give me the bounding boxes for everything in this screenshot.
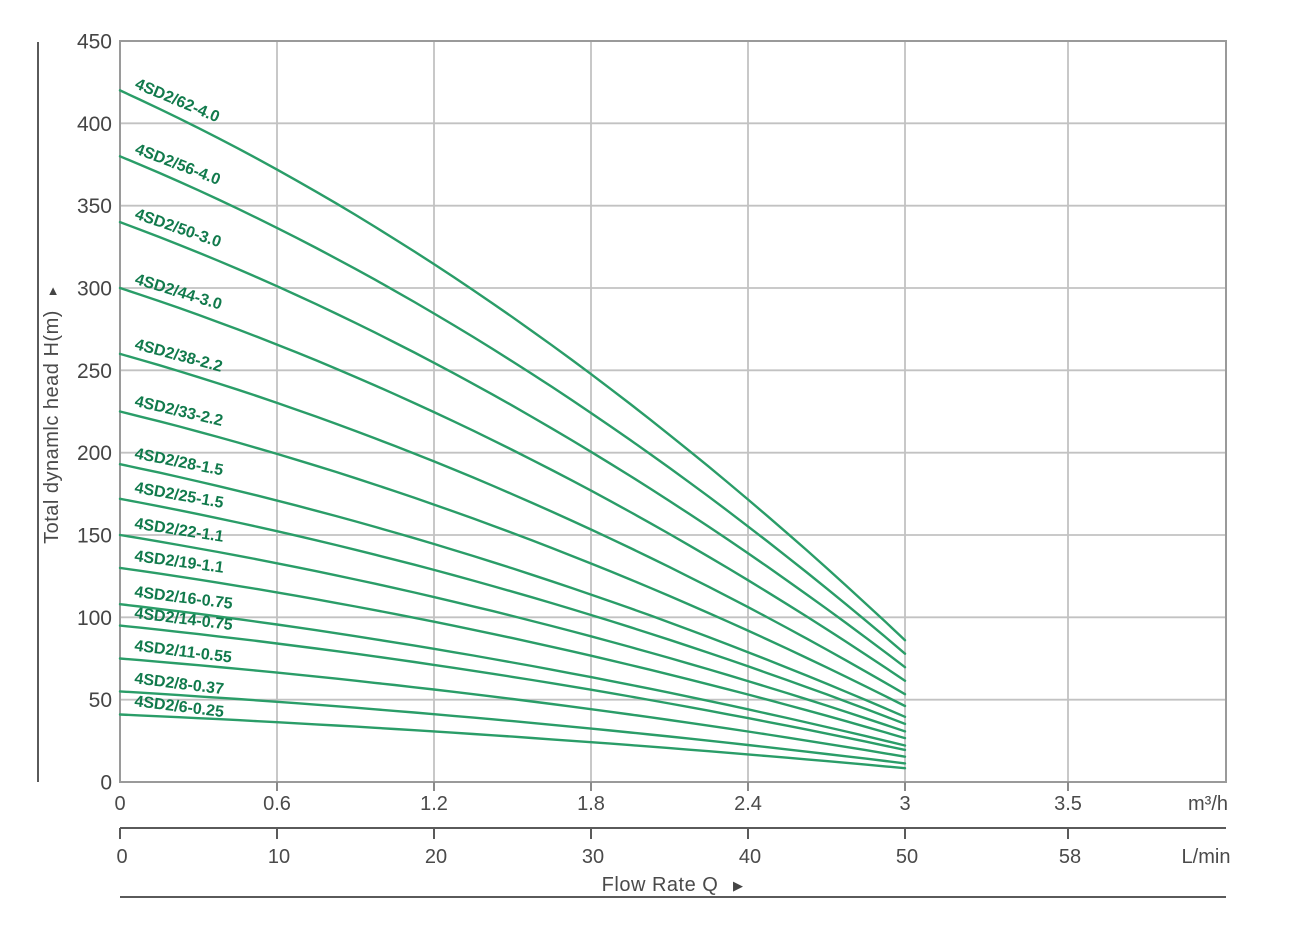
m3h-tick-label: 1.2 [420, 793, 448, 815]
pump-curve [118, 463, 907, 718]
m3h-unit-label: m³/h [1188, 793, 1228, 815]
flow-direction-arrow-icon: ▶ [733, 878, 743, 893]
x-axis-lmin-ticks: 0 10 20 30 40 50 58 [116, 828, 1081, 868]
grid-layer [120, 41, 1226, 782]
pump-curve [118, 624, 907, 752]
curve-label: 4SD2/22-1.1 [133, 515, 224, 545]
y-tick-label: 250 [77, 360, 112, 383]
x-axis-m3h-ticks: 0 0.6 1.2 1.8 2.4 3 3.5 [114, 782, 1082, 815]
m3h-tick-label: 0.6 [263, 793, 291, 815]
m3h-tick-label: 3 [899, 793, 910, 815]
x-axis-title: Flow Rate Q [602, 874, 719, 896]
y-tick-label: 50 [89, 689, 112, 712]
m3h-tick-label: 2.4 [734, 793, 762, 815]
curves-layer [118, 89, 907, 770]
y-tick-label: 100 [77, 607, 112, 630]
pump-curve [118, 220, 907, 669]
pump-curve [118, 410, 907, 708]
y-axis-tick-labels: 450 400 350 300 250 200 150 100 50 0 [77, 31, 112, 795]
y-tick-label: 450 [77, 31, 112, 54]
lmin-tick-label: 58 [1059, 846, 1081, 868]
lmin-tick-label: 0 [116, 846, 127, 868]
lmin-tick-label: 50 [896, 846, 918, 868]
lmin-tick-label: 40 [739, 846, 761, 868]
pump-curve [118, 713, 907, 770]
pump-curve [118, 352, 907, 696]
pump-curve [118, 89, 907, 642]
m3h-tick-label: 0 [114, 793, 125, 815]
pump-curve [118, 533, 907, 733]
y-axis-title: Total dynamlc head H(m) [41, 310, 63, 544]
plot-border [119, 40, 1227, 783]
curve-labels-layer: 4SD2/62-4.04SD2/56-4.04SD2/50-3.04SD2/44… [132, 76, 233, 721]
pump-curve [118, 603, 907, 747]
lmin-unit-label: L/min [1182, 846, 1231, 868]
y-tick-label: 200 [77, 442, 112, 465]
m3h-tick-label: 1.8 [577, 793, 605, 815]
y-tick-label: 400 [77, 113, 112, 136]
lmin-tick-label: 20 [425, 846, 447, 868]
pump-curve [118, 286, 907, 682]
pump-curve [118, 690, 907, 765]
y-tick-label: 0 [100, 772, 112, 795]
lmin-tick-label: 10 [268, 846, 290, 868]
pump-curve [118, 657, 907, 758]
y-tick-label: 350 [77, 195, 112, 218]
curve-label: 4SD2/33-2.2 [133, 393, 224, 430]
y-tick-label: 150 [77, 525, 112, 548]
m3h-tick-label: 3.5 [1054, 793, 1082, 815]
pump-curve [118, 155, 907, 655]
curve-label: 4SD2/28-1.5 [133, 445, 225, 479]
y-axis-up-arrow-icon: ▲ [47, 283, 60, 298]
curve-label: 4SD2/11-0.55 [134, 638, 233, 667]
pump-curve [118, 566, 907, 740]
y-tick-label: 300 [77, 278, 112, 301]
pump-curve [118, 497, 907, 726]
lmin-tick-label: 30 [582, 846, 604, 868]
